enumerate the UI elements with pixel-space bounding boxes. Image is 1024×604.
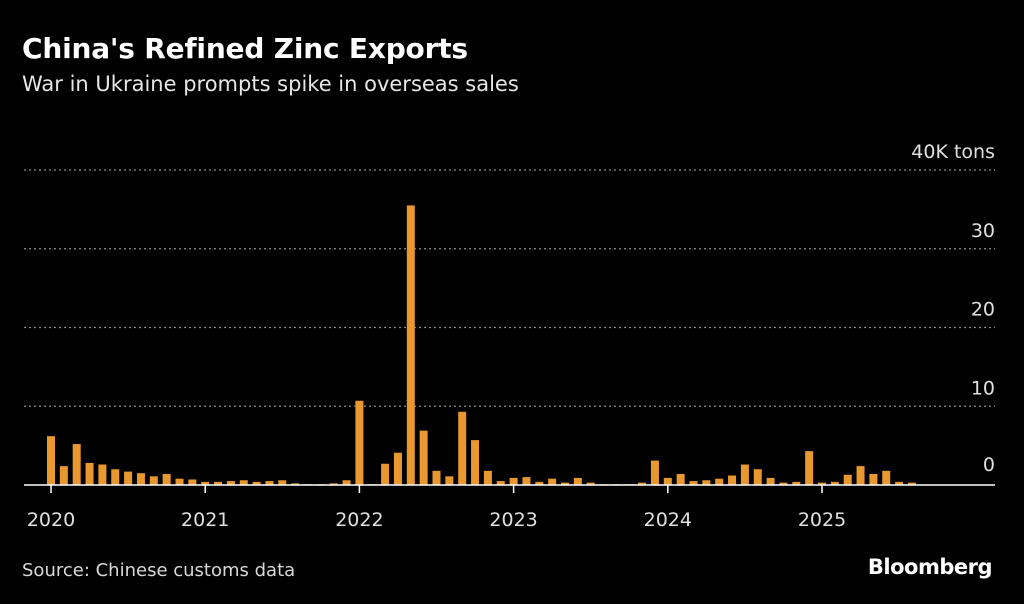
bar-2020-01 [47,436,55,485]
bar-2023-01 [509,477,518,485]
bar-2020-02 [59,466,68,485]
bar-2021-07 [278,480,287,485]
bar-2024-08 [753,469,762,485]
bar-2024-11 [792,481,801,485]
x-tick-label: 2023 [489,509,537,531]
bar-2022-07 [432,470,441,485]
bar-2021-11 [329,483,338,485]
bar-2022-11 [483,470,492,485]
x-axis: 2020 2021 2022 2023 2024 2025 [24,484,995,531]
bar-2022-05 [406,205,415,485]
bar-2021-06 [265,481,274,485]
y-tick-label: 40K tons [911,141,995,163]
bar-2025-07 [895,481,904,485]
bar-2024-04 [702,480,711,485]
bar-2023-12 [650,460,659,485]
bar-2024-09 [766,477,775,485]
bar-2023-04 [548,478,557,485]
x-tick-label: 2025 [798,509,846,531]
bar-2022-08 [445,476,454,485]
bar-2022-01 [355,400,364,485]
bar-2020-11 [175,478,184,485]
bar-2024-02 [676,473,685,485]
y-tick-label: 0 [983,454,995,476]
bar-2020-10 [162,473,171,485]
x-tick-label: 2020 [27,509,75,531]
grid-lines [24,169,995,407]
bar-2022-06 [419,430,428,485]
bar-2021-03 [226,481,235,485]
chart-title: China's Refined Zinc Exports [22,32,468,65]
bar-2024-03 [689,481,698,485]
bar-2020-07 [124,471,133,485]
bar-2024-12 [805,451,814,485]
bar-2021-01 [201,481,210,485]
bar-2024-01 [663,477,672,485]
bar-2023-11 [638,482,647,485]
bar-2024-05 [715,478,724,485]
y-axis-tick-labels: 0 10 20 30 40K tons [911,141,995,476]
bar-2022-03 [381,463,390,485]
bar-2024-10 [779,482,788,485]
y-tick-label: 30 [971,220,995,242]
bar-2023-02 [522,477,531,485]
bar-2025-06 [882,470,891,485]
bar-2025-01 [818,482,826,485]
x-tick-label: 2024 [644,509,692,531]
x-tick-label: 2022 [335,509,383,531]
bar-2020-03 [72,444,81,485]
bar-2023-05 [561,482,569,485]
bar-2020-05 [98,464,107,485]
bar-2025-08 [907,482,916,485]
bar-2021-04 [239,480,248,485]
bar-2025-03 [843,474,852,485]
bar-2020-12 [188,479,197,485]
bar-2021-08 [291,483,300,485]
bar-2021-05 [252,481,261,485]
bar-2022-10 [471,440,480,485]
bar-2020-06 [111,469,120,485]
bar-2024-06 [728,475,737,485]
chart-subtitle: War in Ukraine prompts spike in overseas… [22,72,519,96]
bar-2023-06 [573,477,582,485]
bar-2025-05 [869,473,878,485]
bar-2022-04 [393,452,402,485]
bars [47,205,916,485]
bar-2023-07 [586,482,595,485]
bar-2021-12 [342,480,351,485]
bar-2024-07 [740,464,749,485]
bar-2022-12 [496,481,505,485]
bar-2020-09 [149,476,158,485]
bar-2020-08 [136,473,145,485]
bar-2025-02 [830,481,839,485]
bar-2020-04 [85,462,94,485]
bar-2022-09 [458,411,467,485]
y-tick-label: 10 [971,377,995,399]
bar-2025-04 [856,466,865,485]
bloomberg-logo: Bloomberg [867,555,993,579]
bar-2023-03 [535,481,544,485]
bar-2021-02 [214,481,223,485]
x-tick-label: 2021 [181,509,229,531]
y-tick-label: 20 [971,299,995,321]
source-note: Source: Chinese customs data [22,560,296,581]
